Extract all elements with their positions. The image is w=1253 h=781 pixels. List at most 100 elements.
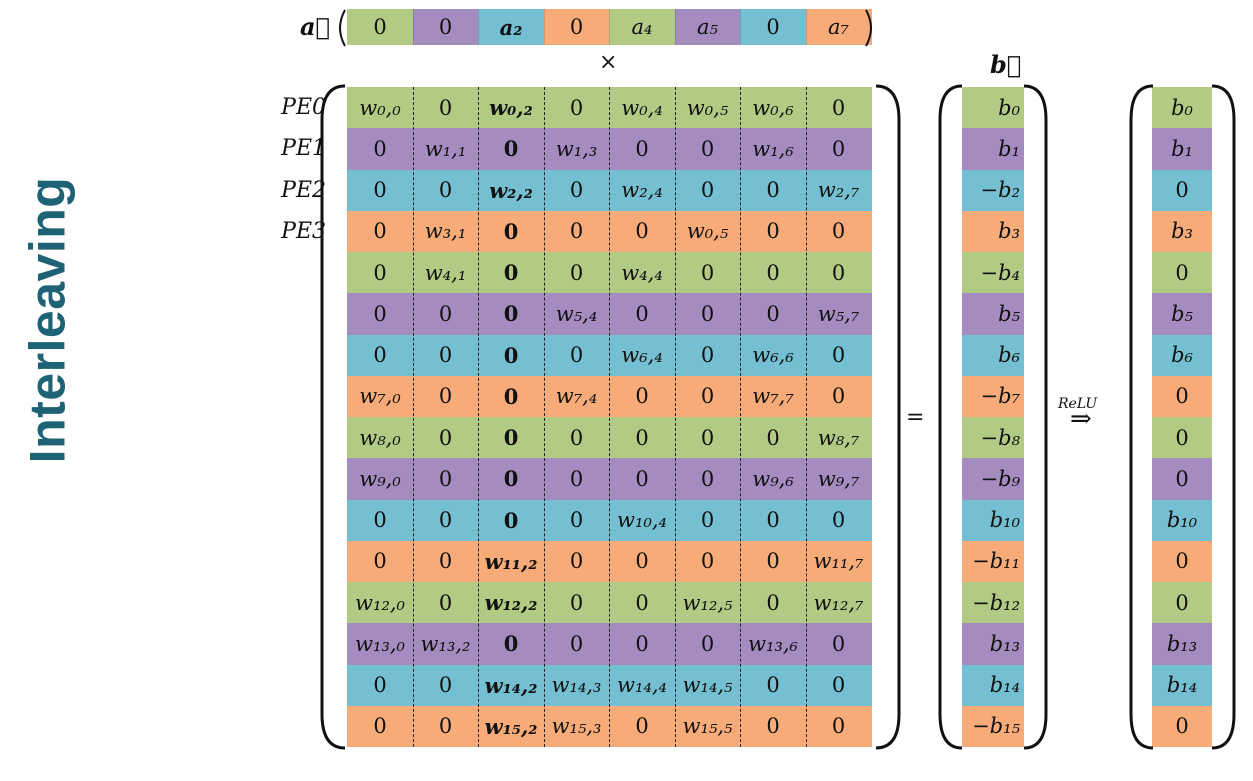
matrix-cell: 0 [674,540,741,582]
matrix-cell: 0 [412,293,479,335]
matrix-cell: 0 [347,210,413,252]
vector-b-cell: −b₈ [962,417,1024,459]
matrix-cell: 0 [740,582,806,624]
vector-a-divider [740,9,741,45]
matrix-cell: 0 [609,705,675,747]
vector-b-cell: −b₇ [962,375,1024,417]
vector-a-cell: a₇ [805,9,872,45]
vector-a-cell: a₂ [478,9,544,45]
matrix-cell: 0 [347,252,413,294]
matrix-cell: w₁₅,₂ [478,705,544,747]
matrix-cell: 0 [478,128,544,170]
matrix-cell: 0 [805,252,872,294]
matrix-cell: 0 [412,499,479,541]
matrix-cell: w₈,₀ [347,417,413,459]
vector-b-cell: b₁ [962,128,1024,170]
matrix-cell: 0 [674,334,741,376]
matrix-cell: 0 [543,540,610,582]
matrix-cell: 0 [740,540,806,582]
matrix-cell: w₀,₅ [674,210,741,252]
vector-b-cell: b₁₀ [962,499,1024,541]
matrix-cell: w₇,₇ [740,375,806,417]
output-cell: b₁₄ [1152,664,1212,706]
matrix-cell: 0 [805,334,872,376]
output-cell: 0 [1152,582,1212,624]
output-cell: b₀ [1152,87,1212,129]
pe-label: PE2 [281,177,326,203]
matrix-cell: w₂,₄ [609,169,675,211]
matrix-cell: 0 [412,87,479,129]
matrix-cell: 0 [412,417,479,459]
matrix-cell: 0 [609,210,675,252]
vector-a-right-paren [865,9,872,47]
matrix-cell: 0 [674,417,741,459]
output-cell: b₃ [1152,210,1212,252]
matrix-cell: w₁₄,₄ [609,664,675,706]
matrix-cell: w₁₅,₃ [543,705,610,747]
matrix-cell: w₁₃,₀ [347,623,413,665]
matrix-cell: 0 [543,87,610,129]
matrix-cell: 0 [347,128,413,170]
matrix-cell: 0 [478,375,544,417]
output-cell: 0 [1152,540,1212,582]
matrix-cell: 0 [674,169,741,211]
matrix-cell: w₁₂,₀ [347,582,413,624]
vector-b-cell: b₅ [962,293,1024,335]
matrix-cell: w₁₃,₂ [412,623,479,665]
matrix-cell: 0 [478,417,544,459]
vector-a-cell: 0 [740,9,806,45]
matrix-cell: 0 [347,169,413,211]
matrix-cell: 0 [740,499,806,541]
matrix-cell: 0 [674,293,741,335]
vector-a-divider [805,9,807,45]
matrix-cell: 0 [740,210,806,252]
matrix-cell: 0 [543,252,610,294]
matrix-cell: 0 [543,210,610,252]
matrix-cell: 0 [412,334,479,376]
matrix-column-divider [412,87,414,747]
matrix-cell: 0 [609,623,675,665]
matrix-cell: w₂,₇ [805,169,872,211]
vector-b-cell: −b₂ [962,169,1024,211]
relu-label: ReLU [1058,396,1098,412]
matrix-cell: w₁₅,₅ [674,705,741,747]
matrix-cell: 0 [805,623,872,665]
matrix-column-divider [478,87,479,747]
matrix-cell: 0 [674,458,741,500]
matrix-cell: 0 [412,540,479,582]
matrix-cell: 0 [412,458,479,500]
matrix-column-divider [609,87,610,747]
matrix-cell: w₁₄,₃ [543,664,610,706]
vector-a-cell: 0 [543,9,610,45]
vector-b-cell: b₀ [962,87,1024,129]
vector-a-left-paren [339,9,346,47]
matrix-cell: w₄,₄ [609,252,675,294]
vector-a-divider [478,9,479,45]
matrix-cell: w₁₃,₆ [740,623,806,665]
matrix-cell: 0 [740,169,806,211]
matrix-cell: w₀,₄ [609,87,675,129]
matrix-cell: 0 [805,705,872,747]
matrix-cell: w₁,₁ [412,128,479,170]
matrix-column-divider [674,87,676,747]
vector-a-divider [674,9,676,45]
vector-a-divider [543,9,545,45]
matrix-cell: w₇,₄ [543,375,610,417]
vector-b-cell: −b₉ [962,458,1024,500]
matrix-cell: 0 [609,458,675,500]
matrix-cell: w₆,₆ [740,334,806,376]
vector-a-divider [412,9,414,45]
pe-label: PE1 [281,136,326,162]
vector-b-label: b⃗ [990,50,1022,79]
matrix-cell: w₁₂,₂ [478,582,544,624]
matrix-cell: 0 [609,293,675,335]
matrix-cell: 0 [543,417,610,459]
matrix-cell: 0 [740,417,806,459]
matrix-cell: w₁,₆ [740,128,806,170]
matrix-cell: 0 [609,128,675,170]
matrix-cell: 0 [805,499,872,541]
vector-b-cell: b₃ [962,210,1024,252]
matrix-cell: w₅,₄ [543,293,610,335]
matrix-cell: 0 [478,458,544,500]
matrix-cell: 0 [412,375,479,417]
